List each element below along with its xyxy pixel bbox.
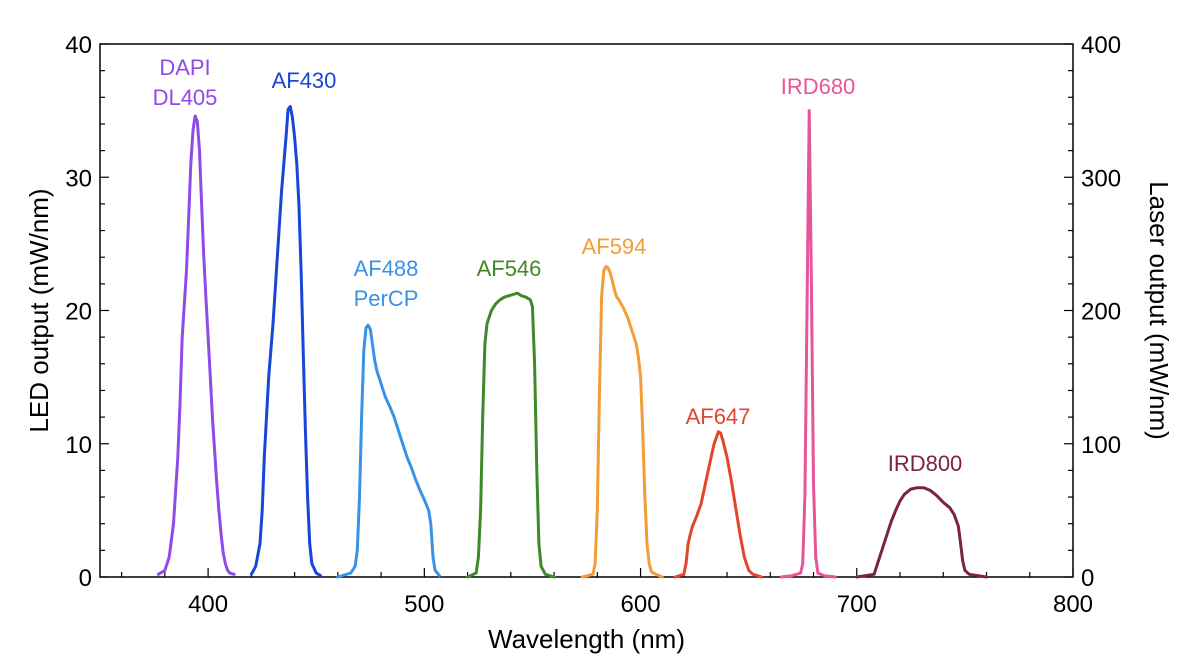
series-label-af430: AF430 (272, 68, 337, 93)
y-right-tick-label: 300 (1081, 165, 1121, 192)
x-tick-label: 400 (188, 591, 228, 618)
plot-frame (99, 43, 1074, 578)
series-line-af488-percp (336, 323, 441, 579)
y-right-tick-label: 100 (1081, 432, 1121, 459)
series-line-af647 (673, 430, 764, 579)
series-label-af488-percp: AF488 (354, 256, 419, 281)
series-line-af594 (580, 265, 664, 579)
x-tick-label: 700 (837, 591, 877, 618)
y-left-tick-label: 0 (79, 565, 92, 592)
y-left-tick-label: 10 (65, 432, 92, 459)
series-line-dapi-dl405 (156, 114, 236, 576)
series-line-af546 (466, 291, 556, 579)
y-right-tick-label: 0 (1081, 565, 1094, 592)
series-label-ird680: IRD680 (781, 74, 856, 99)
series-line-ird800 (855, 486, 988, 579)
series-label-af594: AF594 (582, 234, 647, 259)
series-label-af647: AF647 (686, 404, 751, 429)
series-line-ird680 (779, 109, 837, 579)
y-axis-right-title: Laser output (mW/nm) (1144, 181, 1174, 440)
series-label-af546: AF546 (477, 256, 542, 281)
y-left-tick-label: 20 (65, 299, 92, 326)
y-axis-left-title: LED output (mW/nm) (24, 188, 54, 432)
series-label-dapi-dl405: DL405 (153, 85, 218, 110)
series-label-af488-percp: PerCP (354, 286, 419, 311)
x-axis-title: Wavelength (nm) (488, 624, 685, 654)
x-tick-label: 800 (1053, 591, 1093, 618)
y-right-tick-label: 200 (1081, 299, 1121, 326)
series-line-af430 (249, 105, 322, 578)
y-left-tick-label: 40 (65, 32, 92, 59)
x-tick-label: 500 (404, 591, 444, 618)
series-label-ird800: IRD800 (888, 451, 963, 476)
series-label-dapi-dl405: DAPI (159, 55, 210, 80)
y-right-tick-label: 400 (1081, 32, 1121, 59)
x-tick-label: 600 (621, 591, 661, 618)
y-left-tick-label: 30 (65, 165, 92, 192)
